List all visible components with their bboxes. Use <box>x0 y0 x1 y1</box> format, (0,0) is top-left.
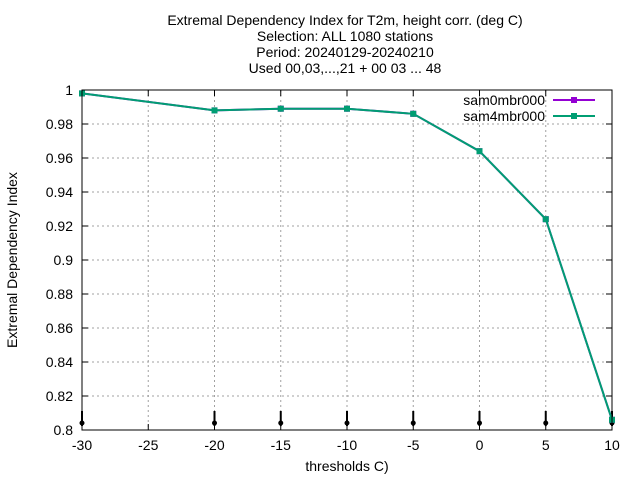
error-bar-marker <box>410 420 416 426</box>
y-tick-label: 0.94 <box>46 184 73 200</box>
data-point-sam4mbr000 <box>211 107 218 114</box>
x-tick-label: -10 <box>337 437 357 453</box>
y-tick-label: 1 <box>65 82 73 98</box>
x-tick-label: -15 <box>271 437 291 453</box>
data-point-sam4mbr000 <box>542 216 549 223</box>
x-tick-label: -5 <box>407 437 420 453</box>
x-tick-label: 10 <box>604 437 620 453</box>
x-tick-label: -25 <box>138 437 158 453</box>
data-point-sam4mbr000 <box>476 148 483 155</box>
chart-title: Extremal Dependency Index for T2m, heigh… <box>167 12 522 76</box>
error-bar-marker <box>278 420 284 426</box>
legend-marker <box>571 97 577 103</box>
y-tick-label: 0.82 <box>46 388 73 404</box>
legend-marker <box>571 113 577 119</box>
title-line-3: Period: 20240129-20240210 <box>256 44 434 60</box>
error-bar-marker <box>477 420 482 426</box>
y-tick-label: 0.88 <box>46 286 73 302</box>
data-point-sam4mbr000 <box>344 105 350 112</box>
y-tick-label: 0.96 <box>46 150 73 166</box>
legend-label: sam4mbr000 <box>463 108 545 124</box>
x-tick-label: -30 <box>72 437 92 453</box>
x-tick-label: 5 <box>542 437 550 453</box>
series-line-sam4mbr000 <box>81 92 613 421</box>
y-tick-label: 0.86 <box>46 320 73 336</box>
axis-ticks: 0.8 0.82 0.84 0.86 0.88 0.9 0.92 0.94 0.96 0.98 1 -… <box>46 82 620 453</box>
y-tick-label: 0.8 <box>54 422 74 438</box>
grid <box>82 90 612 430</box>
y-tick-label: 0.84 <box>46 354 73 370</box>
y-tick-label: 0.9 <box>54 252 74 268</box>
y-axis-label: Extremal Dependency Index <box>4 172 20 348</box>
y-tick-label: 0.98 <box>46 116 73 132</box>
legend-label: sam0mbr000 <box>463 92 545 108</box>
error-bar-marker <box>543 420 549 426</box>
error-bar-marker <box>212 420 217 426</box>
data-point-sam4mbr000 <box>410 110 417 117</box>
title-line-1: Extremal Dependency Index for T2m, heigh… <box>167 12 522 28</box>
error-bar-marker <box>344 420 350 426</box>
y-tick-label: 0.92 <box>46 218 73 234</box>
x-axis-label: thresholds C) <box>305 458 388 474</box>
title-line-4: Used 00,03,...,21 + 00 03 ... 48 <box>249 60 442 76</box>
x-tick-label: -20 <box>204 437 224 453</box>
data-point-sam4mbr000 <box>277 105 284 112</box>
x-tick-label: 0 <box>476 437 484 453</box>
title-line-2: Selection: ALL 1080 stations <box>257 28 433 44</box>
series <box>79 90 615 423</box>
error-bars <box>79 411 615 426</box>
